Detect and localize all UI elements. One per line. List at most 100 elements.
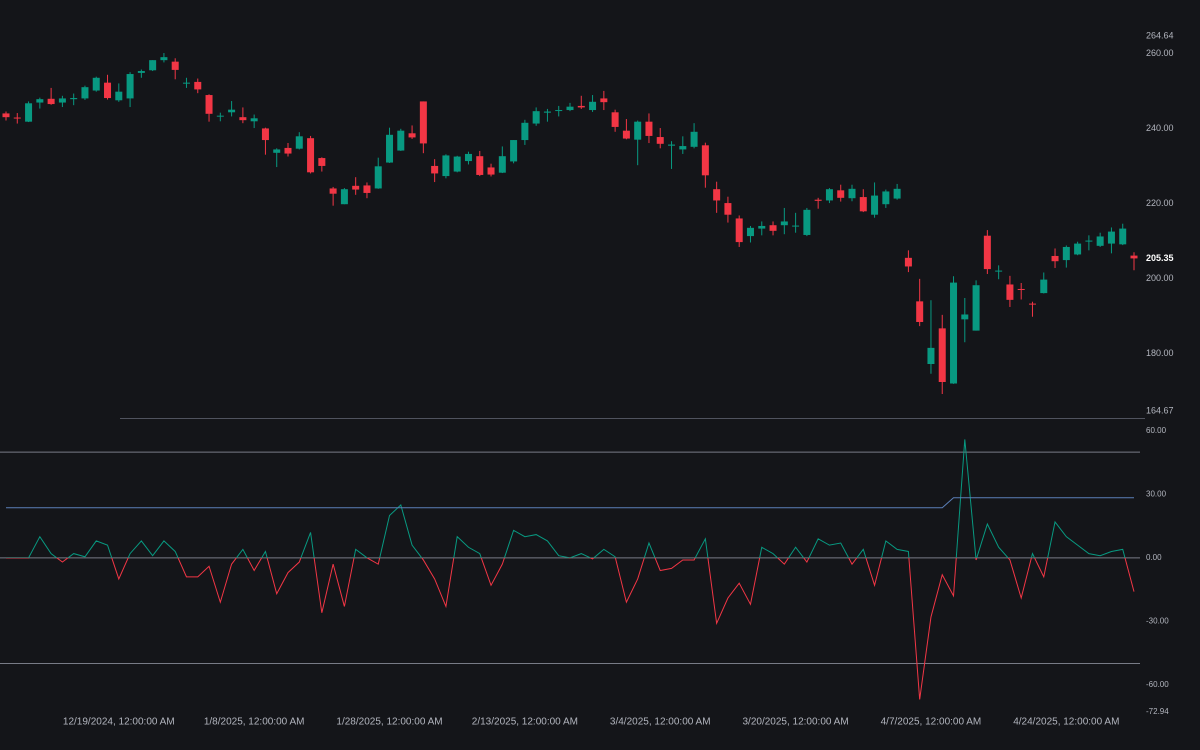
candle-body	[566, 106, 574, 111]
candle-body	[995, 270, 1003, 272]
candle-body	[318, 158, 326, 166]
oscillator-line-up	[6, 439, 1126, 558]
candle-body	[1062, 246, 1070, 261]
candle-body	[1107, 231, 1115, 244]
candle-body	[1028, 303, 1036, 305]
candle-body	[1119, 228, 1127, 245]
candle-body	[611, 112, 619, 127]
candle-body	[769, 225, 777, 231]
candle-body	[927, 347, 935, 364]
y-tick-label: 260.00	[1146, 48, 1174, 58]
candle-body	[363, 185, 371, 193]
candle-body	[419, 101, 427, 144]
y-tick-label: 0.00	[1146, 553, 1162, 562]
candle-body	[1130, 255, 1138, 259]
candle-body	[668, 144, 676, 146]
candle-body	[70, 98, 78, 100]
candle-body	[679, 146, 687, 150]
x-tick-label: 3/20/2025, 12:00:00 AM	[742, 717, 848, 728]
candle-body	[25, 103, 33, 122]
signal-line	[6, 497, 1134, 509]
candle-body	[938, 328, 946, 383]
x-tick-label: 1/8/2025, 12:00:00 AM	[204, 717, 305, 728]
candle-body	[803, 209, 811, 235]
candle-body	[814, 199, 822, 201]
candle-body	[634, 121, 642, 140]
candle-body	[171, 61, 179, 70]
candle-body	[205, 95, 213, 114]
candle-body	[735, 218, 743, 243]
candle-body	[882, 191, 890, 205]
candle-body	[329, 188, 337, 194]
candle-body	[1074, 243, 1082, 255]
candle-body	[893, 188, 901, 199]
candle-body	[543, 111, 551, 113]
candle-body	[374, 166, 382, 189]
candle-body	[701, 145, 709, 176]
candle-body	[961, 314, 969, 320]
candle-body	[577, 105, 585, 108]
candle-body	[972, 285, 980, 331]
candle-body	[92, 77, 100, 91]
x-tick-label: 1/28/2025, 12:00:00 AM	[336, 717, 442, 728]
candle-body	[386, 134, 394, 163]
candle-body	[916, 301, 924, 322]
candle-body	[983, 235, 991, 270]
candle-body	[250, 118, 258, 122]
candle-body	[825, 189, 833, 201]
candle-body	[408, 133, 416, 138]
candle-body	[792, 225, 800, 227]
y-tick-label: 60.00	[1146, 426, 1167, 435]
candle-body	[397, 130, 405, 151]
y-tick-label: -30.00	[1146, 616, 1169, 625]
candle-body	[848, 188, 856, 199]
y-tick-label: 164.67	[1146, 405, 1174, 415]
candle-body	[622, 130, 630, 139]
candle-body	[442, 155, 450, 177]
x-tick-label: 4/7/2025, 12:00:00 AM	[881, 717, 982, 728]
candle-body	[137, 71, 145, 73]
y-tick-label: 220.00	[1146, 198, 1174, 208]
candle-body	[645, 121, 653, 136]
candle-body	[487, 167, 495, 175]
candle-body	[690, 131, 698, 147]
candle-body	[104, 82, 112, 99]
candle-body	[126, 74, 134, 99]
candle-body	[555, 110, 563, 112]
x-tick-label: 3/4/2025, 12:00:00 AM	[610, 717, 711, 728]
candle-body	[182, 82, 190, 84]
candle-body	[160, 57, 168, 61]
candle-body	[47, 98, 55, 105]
candle-body	[464, 153, 472, 162]
candle-body	[589, 101, 597, 111]
candle-body	[81, 87, 89, 99]
candle-body	[1017, 288, 1025, 290]
candle-body	[352, 185, 360, 190]
candle-body	[261, 128, 269, 141]
candle-body	[431, 165, 439, 174]
y-tick-label: -72.94	[1146, 707, 1169, 716]
candle-body	[228, 109, 236, 113]
candle-body	[307, 138, 315, 173]
y-tick-label: 264.64	[1146, 30, 1174, 40]
candle-body	[746, 227, 754, 237]
candle-body	[498, 156, 506, 173]
candle-body	[724, 203, 732, 215]
candle-body	[340, 189, 348, 205]
candle-body	[115, 91, 123, 101]
candle-body	[194, 81, 202, 90]
candle-body	[1096, 236, 1104, 246]
x-tick-label: 4/24/2025, 12:00:00 AM	[1013, 717, 1119, 728]
candle-body	[476, 156, 484, 175]
x-tick-label: 12/19/2024, 12:00:00 AM	[63, 717, 175, 728]
candle-body	[1006, 284, 1014, 300]
candle-body	[453, 156, 461, 172]
candle-body	[36, 99, 44, 103]
candle-body	[510, 140, 518, 162]
candle-body	[149, 60, 157, 71]
candle-body	[216, 115, 224, 117]
candle-body	[950, 282, 958, 384]
candle-body	[780, 221, 788, 226]
